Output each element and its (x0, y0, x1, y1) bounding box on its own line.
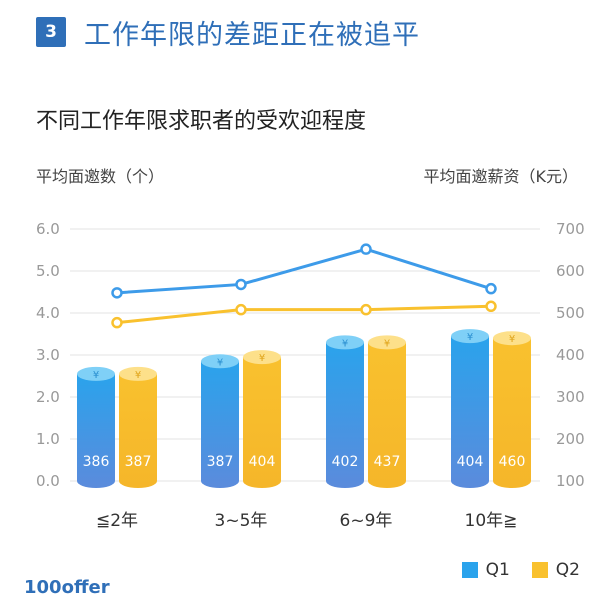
line-point-q2 (111, 316, 123, 329)
line-point-q1 (360, 243, 372, 255)
data-label: 387 (207, 454, 234, 470)
legend: Q1 Q2 (440, 560, 580, 580)
y-tick-left: 6.0 (36, 220, 60, 238)
legend-swatch-q2 (531, 562, 548, 578)
bar-top-q2 (243, 350, 281, 365)
x-tick-label: 10年≧ (465, 511, 518, 531)
legend-label-q2: Q2 (555, 560, 580, 580)
bar-top-q1 (201, 354, 239, 369)
y-tick-left: 0.0 (36, 472, 60, 490)
yen-icon: ¥ (217, 357, 223, 368)
legend-item-q1: Q1 (461, 560, 510, 580)
data-label: 386 (83, 454, 110, 470)
y-tick-left: 2.0 (36, 388, 60, 406)
y-axis-right-label: 平均面邀薪资（K元） (423, 167, 579, 186)
bar-q1 (326, 342, 364, 488)
bar-q2 (368, 342, 406, 488)
section-number-badge: 3 (36, 17, 66, 47)
bar-q1 (451, 336, 489, 488)
legend-label-q1: Q1 (485, 560, 510, 580)
bar-top-q1 (451, 329, 489, 344)
bar-top-q2 (368, 335, 406, 350)
y-tick-right: 400 (556, 346, 585, 364)
x-tick-label: ≦2年 (96, 511, 138, 531)
section-title: 工作年限的差距正在被追平 (84, 19, 420, 51)
logo: 100offer (24, 577, 110, 598)
yen-icon: ¥ (135, 370, 141, 381)
line-point-q1 (485, 282, 497, 295)
yen-icon: ¥ (509, 334, 515, 345)
yen-icon: ¥ (467, 332, 473, 343)
x-tick-label: 3~5年 (215, 511, 268, 531)
yen-icon: ¥ (93, 370, 99, 381)
bar-q2 (119, 373, 157, 488)
yen-icon: ¥ (342, 338, 348, 349)
line-point-q2 (360, 303, 372, 316)
bar-top-q1 (77, 366, 115, 381)
line-point-q1 (235, 278, 247, 291)
legend-item-q2: Q2 (531, 560, 580, 580)
y-tick-right: 500 (556, 304, 585, 322)
data-label: 437 (374, 454, 401, 470)
y-tick-left: 5.0 (36, 262, 60, 280)
y-tick-left: 3.0 (36, 346, 60, 364)
data-label: 404 (249, 454, 276, 470)
x-tick-label: 6~9年 (340, 511, 393, 531)
line-point-q1 (111, 287, 123, 299)
y-tick-left: 4.0 (36, 304, 60, 322)
y-tick-right: 600 (556, 262, 585, 280)
data-label: 404 (457, 454, 484, 470)
bar-q2 (243, 357, 281, 488)
y-tick-right: 100 (556, 472, 585, 490)
data-label: 460 (499, 454, 526, 470)
line-point-q2 (485, 300, 497, 313)
yen-icon: ¥ (384, 338, 390, 349)
bar-q1 (77, 373, 115, 488)
y-tick-left: 1.0 (36, 430, 60, 448)
bar-top-q2 (493, 331, 531, 346)
bar-top-q1 (326, 335, 364, 350)
y-tick-right: 200 (556, 430, 585, 448)
data-label: 387 (125, 454, 152, 470)
data-label: 402 (332, 454, 359, 470)
line-point-q2 (235, 303, 247, 316)
bar-q2 (493, 338, 531, 488)
bar-top-q2 (119, 366, 157, 381)
chart-title: 不同工作年限求职者的受欢迎程度 (36, 109, 367, 134)
y-tick-right: 300 (556, 388, 585, 406)
legend-swatch-q1 (461, 562, 478, 578)
section-header: 3 工作年限的差距正在被追平 (36, 14, 420, 51)
line-q2 (116, 304, 492, 325)
yen-icon: ¥ (259, 353, 265, 364)
y-tick-right: 700 (556, 220, 585, 238)
y-axis-left-label: 平均面邀数（个） (36, 167, 165, 186)
bar-q1 (201, 361, 239, 488)
line-q1 (116, 247, 492, 295)
